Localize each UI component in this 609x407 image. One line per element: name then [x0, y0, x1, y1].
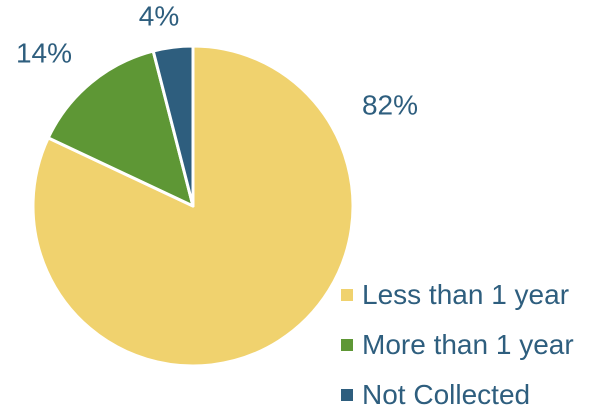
legend-swatch-more-than-1-year [341, 339, 353, 351]
pie-slice-more-than-1-year [46, 49, 195, 208]
legend-label-less-than-1-year: Less than 1 year [362, 279, 570, 310]
legend-label-not-collected: Not Collected [362, 379, 531, 407]
legend-item-more-than-1-year: More than 1 year [341, 320, 609, 370]
data-label-not-collected: 4% [139, 0, 179, 31]
chart-legend: Less than 1 year More than 1 year Not Co… [341, 270, 609, 407]
legend-item-less-than-1-year: Less than 1 year [341, 270, 609, 320]
legend-swatch-less-than-1-year [341, 289, 353, 301]
data-label-less-than-1-year: 82% [362, 89, 418, 120]
legend-item-not-collected: Not Collected [341, 370, 609, 407]
data-label-more-than-1-year: 14% [16, 37, 72, 68]
pie-slices [31, 44, 355, 368]
pie-slice-not-collected [151, 44, 195, 208]
legend-label-more-than-1-year: More than 1 year [362, 329, 574, 360]
legend-swatch-not-collected [341, 389, 353, 401]
pie-data-labels: 82% 14% 4% [16, 0, 418, 120]
